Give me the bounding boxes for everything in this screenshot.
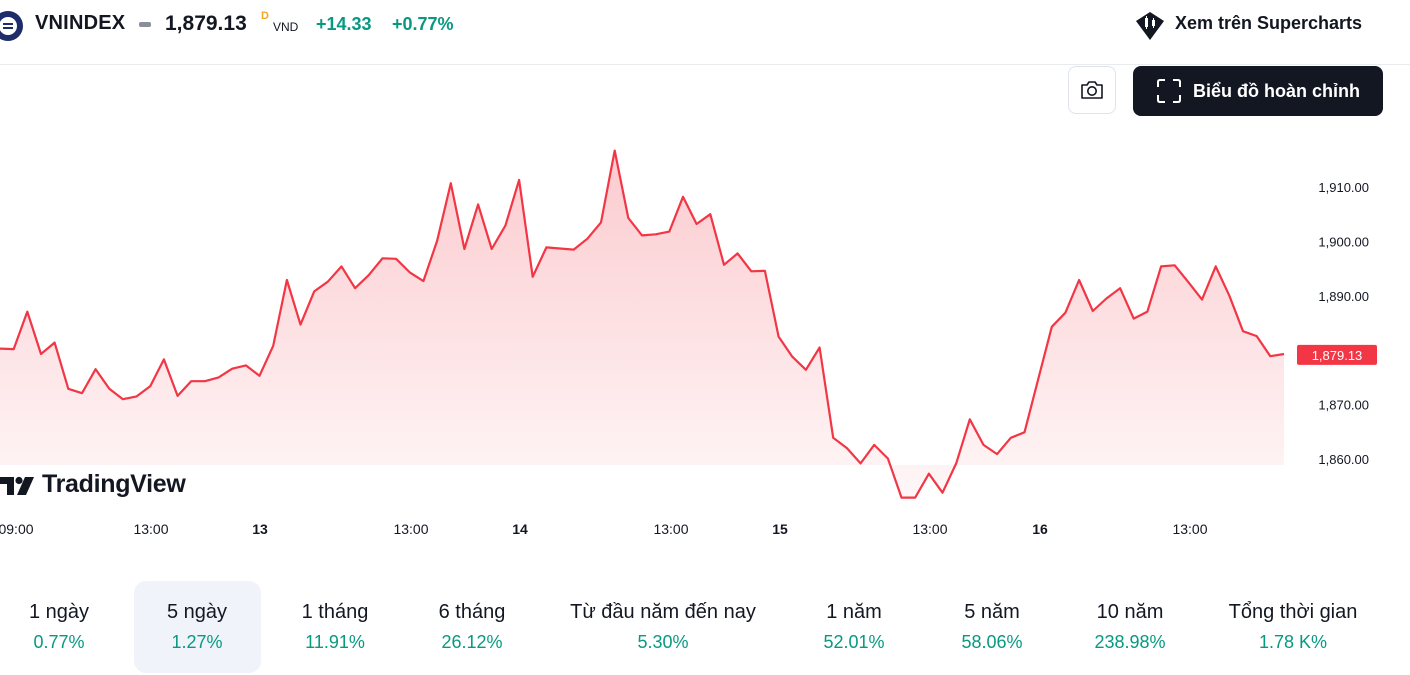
period-label: 1 ngày xyxy=(28,601,90,623)
x-tick-label: 13:00 xyxy=(912,521,947,537)
tradingview-logo[interactable]: TradingView xyxy=(0,470,186,499)
period-change: 0.77% xyxy=(33,632,85,652)
period-tab-1[interactable]: 5 ngày 1.27% xyxy=(133,581,261,673)
x-tick-label: 16 xyxy=(1032,521,1048,537)
last-price-badge xyxy=(1297,344,1377,365)
period-tab-8[interactable]: Tổng thời gian 1.78 K% xyxy=(1208,581,1378,673)
delayed-badge: D xyxy=(261,10,269,22)
period-change: 26.12% xyxy=(441,632,503,652)
chart-canvas[interactable]: 1,910.00 1,900.00 1,890.00 1,870.00 1,860.00… xyxy=(0,120,1410,550)
last-price: 1,879.13 xyxy=(165,12,247,35)
period-tab-2[interactable]: 1 tháng 11.91% xyxy=(265,581,405,673)
period-label: 5 năm xyxy=(964,601,1020,623)
x-tick-label: 13:00 xyxy=(653,521,688,537)
period-tab-0[interactable]: 1 ngày 0.77% xyxy=(0,581,123,673)
period-tab-4[interactable]: Từ đầu năm đến nay 5.30% xyxy=(553,581,773,673)
y-tick-label: 1,870.00 xyxy=(1318,398,1369,413)
y-tick-label: 1,900.00 xyxy=(1318,234,1369,249)
period-change: 1.27% xyxy=(171,632,223,652)
price-series-line xyxy=(0,149,1285,499)
period-label: 5 ngày xyxy=(166,601,228,623)
y-tick-label: 1,860.00 xyxy=(1318,452,1369,467)
tradingview-logo-text: TradingView xyxy=(42,470,186,498)
last-price-marker: 1,879.13 xyxy=(1297,344,1377,365)
symbol-name[interactable]: VNINDEX xyxy=(35,12,126,34)
x-tick-label: 14 xyxy=(512,521,528,537)
camera-icon xyxy=(1081,81,1103,99)
period-change: 58.06% xyxy=(961,632,1023,652)
period-change: 1.78 K% xyxy=(1258,632,1328,652)
full-chart-button[interactable]: Biểu đồ hoàn chỉnh xyxy=(1133,66,1383,116)
period-change: 52.01% xyxy=(823,632,885,652)
symbol-header: VNINDEX 1,879.13 D VND +14.33 +0.77% Xem… xyxy=(0,0,1410,65)
supercharts-link[interactable]: Xem trên Supercharts xyxy=(1175,13,1363,33)
price-change: +14.33 xyxy=(316,14,372,34)
price-line xyxy=(0,149,1285,499)
y-tick-label: 1,910.00 xyxy=(1318,180,1369,195)
price-change-percent: +0.77% xyxy=(392,14,454,34)
period-tab-7[interactable]: 10 năm 238.98% xyxy=(1060,581,1200,673)
period-tab-6[interactable]: 5 năm 58.06% xyxy=(927,581,1057,673)
last-price-badge-label: 1,879.13 xyxy=(1312,348,1363,363)
period-change: 5.30% xyxy=(637,632,689,652)
x-axis: 09:00 13:00 13 13:00 14 13:00 15 13:00 16 13:00 xyxy=(0,521,1208,537)
price-area-fill xyxy=(0,150,1284,498)
x-tick-label: 15 xyxy=(772,521,788,537)
price-area xyxy=(0,150,1284,498)
period-change: 11.91% xyxy=(305,632,365,652)
x-tick-label: 13:00 xyxy=(393,521,428,537)
period-label: 1 năm xyxy=(826,601,882,623)
period-label: Tổng thời gian xyxy=(1228,601,1358,623)
performance-periods: 1 ngày 0.77% 5 ngày 1.27% 1 tháng 11.91% 6 thá… xyxy=(0,581,1410,673)
full-chart-label: Biểu đồ hoàn chỉnh xyxy=(1193,80,1360,101)
period-label: 6 tháng xyxy=(438,601,506,623)
y-axis: 1,910.00 1,900.00 1,890.00 1,870.00 1,860.00 xyxy=(1318,180,1369,467)
period-change: 238.98% xyxy=(1094,632,1166,652)
price-chart[interactable]: 1,910.00 1,900.00 1,890.00 1,870.00 1,860.00… xyxy=(0,120,1410,550)
period-tab-3[interactable]: 6 tháng 26.12% xyxy=(402,581,542,673)
period-label: 1 tháng xyxy=(301,601,369,623)
period-label: 10 năm xyxy=(1096,601,1164,623)
x-tick-label: 09:00 xyxy=(0,521,34,537)
separator-dash xyxy=(139,22,151,27)
tradingview-logo-icon xyxy=(0,476,34,495)
symbol-logo-icon xyxy=(0,11,23,41)
period-tab-5[interactable]: 1 năm 52.01% xyxy=(789,581,919,673)
currency-label: VND xyxy=(273,20,299,34)
x-tick-label: 13 xyxy=(252,521,268,537)
x-tick-label: 13:00 xyxy=(1172,521,1207,537)
y-tick-label: 1,890.00 xyxy=(1318,289,1369,304)
period-label: Từ đầu năm đến nay xyxy=(570,601,756,623)
fullscreen-icon xyxy=(1157,79,1181,103)
snapshot-button[interactable] xyxy=(1068,66,1116,114)
x-tick-label: 13:00 xyxy=(133,521,168,537)
supercharts-icon[interactable] xyxy=(1133,9,1167,43)
